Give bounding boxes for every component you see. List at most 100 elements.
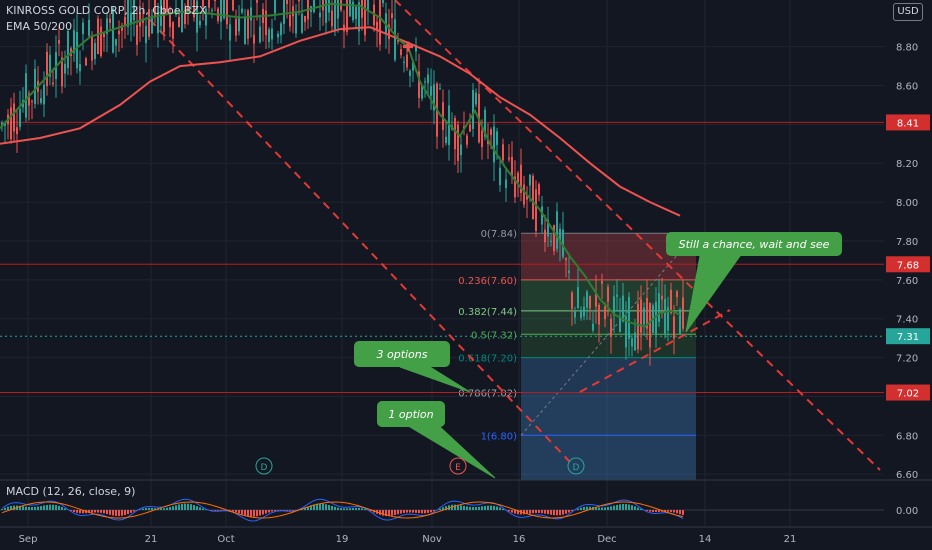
candle-body bbox=[655, 301, 657, 335]
macd-histogram-bar bbox=[313, 504, 315, 510]
candle-body bbox=[178, 17, 180, 27]
macd-histogram-bar bbox=[202, 508, 204, 510]
candle-body bbox=[433, 84, 435, 111]
x-tick-label: Sep bbox=[19, 534, 38, 545]
macd-histogram-bar bbox=[358, 507, 360, 510]
macd-histogram-bar bbox=[484, 505, 486, 510]
macd-histogram-bar bbox=[121, 510, 123, 516]
macd-histogram-bar bbox=[49, 504, 51, 510]
candle-body bbox=[427, 74, 429, 84]
macd-histogram-bar bbox=[598, 507, 600, 510]
candle-body bbox=[571, 292, 573, 309]
callout-text: 3 options bbox=[376, 348, 427, 361]
chart-grid bbox=[0, 0, 884, 527]
macd-histogram-bar bbox=[391, 510, 393, 516]
candle-body bbox=[118, 30, 120, 35]
candle-body bbox=[355, 6, 357, 19]
ema-indicator-label[interactable]: EMA 50/200 bbox=[6, 20, 73, 33]
candle-body bbox=[406, 54, 408, 68]
macd-histogram-bar bbox=[55, 505, 57, 510]
candle-body bbox=[202, 0, 204, 7]
candle-body bbox=[496, 131, 498, 146]
candle-body bbox=[259, 26, 261, 43]
macd-histogram-bar bbox=[619, 504, 621, 510]
event-marker-label: E bbox=[455, 463, 461, 473]
candle-body bbox=[112, 8, 114, 53]
candle-body bbox=[568, 270, 570, 273]
macd-histogram-bar bbox=[337, 507, 339, 510]
candle-body bbox=[49, 54, 51, 77]
event-marker-label: D bbox=[261, 463, 268, 473]
fib-zone bbox=[521, 357, 696, 393]
candle-body bbox=[445, 136, 447, 144]
macd-histogram-bar bbox=[439, 508, 441, 510]
ema200-line bbox=[0, 26, 681, 217]
macd-histogram-bar bbox=[457, 504, 459, 510]
candle-body bbox=[205, 8, 207, 26]
macd-histogram-bar bbox=[469, 506, 471, 510]
price-axis-panel bbox=[884, 0, 932, 550]
candle-body bbox=[400, 49, 402, 56]
macd-histogram-bar bbox=[616, 504, 618, 510]
candle-body bbox=[469, 124, 471, 132]
macd-indicator-label[interactable]: MACD (12, 26, close, 9) bbox=[6, 485, 136, 498]
candle-body bbox=[85, 58, 87, 66]
macd-histogram-bar bbox=[397, 510, 399, 515]
macd-histogram-bar bbox=[175, 505, 177, 510]
candle-body bbox=[199, 20, 201, 26]
macd-histogram-bar bbox=[466, 506, 468, 510]
candle-body bbox=[364, 0, 366, 36]
macd-histogram-bar bbox=[424, 510, 426, 514]
macd-histogram-bar bbox=[604, 507, 606, 510]
candle-body bbox=[295, 12, 297, 34]
x-tick-label: 19 bbox=[336, 534, 349, 545]
macd-histogram-bar bbox=[292, 510, 294, 511]
candle-body bbox=[319, 12, 321, 18]
candle-body bbox=[361, 0, 363, 18]
fib-level-label: 0.236(7.60) bbox=[458, 276, 517, 287]
candle-body bbox=[673, 316, 675, 339]
candle-body bbox=[52, 82, 54, 85]
candle-body bbox=[490, 129, 492, 135]
fib-level-label: 1(6.80) bbox=[481, 431, 518, 442]
price-level-badge-label: 8.41 bbox=[897, 118, 919, 129]
macd-histogram-bar bbox=[22, 506, 24, 510]
candle-body bbox=[130, 12, 132, 24]
candle-body bbox=[208, 0, 210, 8]
macd-histogram-bar bbox=[442, 507, 444, 510]
candle-body bbox=[550, 240, 552, 242]
macd-histogram-bar bbox=[82, 510, 84, 514]
candle-body bbox=[196, 0, 198, 33]
candle-body bbox=[160, 0, 162, 26]
macd-histogram-bar bbox=[232, 510, 234, 512]
candle-body bbox=[442, 102, 444, 130]
macd-histogram-bar bbox=[637, 507, 639, 510]
macd-histogram-bar bbox=[94, 510, 96, 513]
candle-body bbox=[79, 64, 81, 72]
macd-histogram-bar bbox=[523, 510, 525, 515]
macd-histogram-bar bbox=[556, 510, 558, 516]
macd-histogram-bar bbox=[541, 510, 543, 514]
price-level-badge-label: 7.02 bbox=[897, 389, 919, 400]
macd-histogram-bar bbox=[562, 510, 564, 515]
candle-body bbox=[598, 304, 600, 325]
candle-body bbox=[565, 258, 567, 261]
macd-histogram-bar bbox=[403, 510, 405, 513]
x-tick-label: Dec bbox=[597, 534, 616, 545]
candle-body bbox=[139, 12, 141, 27]
candle-body bbox=[229, 24, 231, 41]
macd-histogram-bar bbox=[568, 510, 570, 513]
macd-histogram-bar bbox=[388, 510, 390, 516]
candle-body bbox=[304, 15, 306, 23]
macd-histogram-bar bbox=[250, 510, 252, 517]
macd-histogram-bar bbox=[472, 507, 474, 510]
macd-histogram-bar bbox=[370, 510, 372, 512]
macd-histogram-bar bbox=[355, 507, 357, 510]
candle-body bbox=[100, 26, 102, 56]
macd-histogram-bar bbox=[583, 507, 585, 510]
currency-button[interactable]: USD bbox=[893, 3, 923, 21]
macd-histogram-bar bbox=[97, 510, 99, 513]
candle-body bbox=[607, 286, 609, 302]
candle-body bbox=[358, 2, 360, 32]
